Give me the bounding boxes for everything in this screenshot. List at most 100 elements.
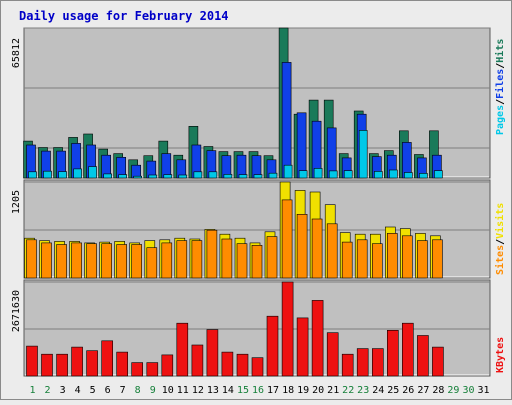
- panel-sites-legend-part: Visits: [494, 203, 506, 239]
- bar-hits-pages-day-5: [88, 166, 97, 179]
- bar-hits-pages-day-3: [58, 171, 67, 179]
- x-tick-label-day-30: 30: [462, 385, 474, 396]
- bar-kbytes-kbytes-day-2: [41, 353, 53, 377]
- x-tick-label-day-3: 3: [60, 385, 66, 396]
- bar-sites-sites-day-12: [191, 240, 203, 279]
- x-tick-label-day-21: 21: [327, 385, 339, 396]
- panel-kbytes-ymax-label: 2671630: [11, 290, 22, 332]
- panel-hits-legend-part: Pages: [495, 105, 506, 135]
- x-tick-label-day-9: 9: [150, 385, 156, 396]
- bar-kbytes-kbytes-day-1: [26, 345, 38, 377]
- bar-sites-sites-day-11: [176, 240, 188, 279]
- bar-kbytes-kbytes-day-26: [401, 322, 414, 377]
- bar-sites-sites-day-2: [41, 242, 52, 279]
- bar-hits-files-day-18: [281, 62, 292, 179]
- x-tick-label-day-16: 16: [252, 385, 264, 396]
- bar-sites-sites-day-5: [86, 243, 97, 279]
- x-tick-label-day-18: 18: [282, 385, 294, 396]
- bar-sites-sites-day-16: [251, 245, 263, 279]
- x-tick-label-day-7: 7: [120, 385, 126, 396]
- bar-hits-pages-day-1: [28, 171, 37, 179]
- bar-kbytes-kbytes-day-7: [116, 351, 128, 377]
- x-tick-label-day-31: 31: [477, 385, 489, 396]
- bar-sites-sites-day-9: [146, 247, 158, 279]
- x-tick-label-day-8: 8: [135, 385, 141, 396]
- x-tick-label-day-2: 2: [44, 385, 50, 396]
- x-tick-label-day-26: 26: [402, 385, 414, 396]
- bar-hits-pages-day-27: [419, 173, 428, 179]
- bar-hits-pages-day-26: [403, 172, 413, 179]
- bar-kbytes-kbytes-day-20: [311, 300, 324, 377]
- panel-kbytes: 2671630 KBytes: [11, 279, 506, 377]
- bar-sites-sites-day-23: [356, 239, 368, 279]
- bar-kbytes-kbytes-day-17: [266, 315, 279, 377]
- bar-sites-sites-day-7: [116, 244, 127, 279]
- bar-sites-sites-day-3: [56, 244, 67, 279]
- bar-hits-files-day-21: [326, 127, 337, 179]
- x-tick-label-day-6: 6: [105, 385, 111, 396]
- x-tick-label-day-17: 17: [267, 385, 279, 396]
- bar-kbytes-kbytes-day-11: [176, 322, 189, 377]
- bar-hits-pages-day-6: [103, 173, 112, 179]
- bar-hits-pages-day-12: [193, 171, 203, 179]
- x-tick-label-day-14: 14: [222, 385, 234, 396]
- bar-hits-pages-day-28: [434, 170, 443, 179]
- panel-sites-legend-part: Sites: [494, 245, 506, 275]
- bar-hits-pages-day-13: [208, 171, 218, 179]
- bar-sites-sites-day-28: [432, 239, 443, 279]
- bar-hits-pages-day-15: [238, 174, 248, 179]
- bar-sites-sites-day-14: [221, 238, 233, 279]
- bar-sites-sites-day-8: [131, 244, 142, 279]
- bar-sites-sites-day-26: [401, 235, 413, 279]
- bar-hits-pages-day-4: [73, 168, 82, 179]
- bar-hits-pages-day-17: [268, 172, 278, 179]
- bar-sites-sites-day-4: [71, 242, 82, 279]
- bar-hits-pages-day-16: [253, 174, 263, 179]
- bar-kbytes-kbytes-day-8: [131, 362, 143, 377]
- bar-hits-pages-day-25: [388, 169, 398, 179]
- x-tick-label-day-15: 15: [237, 385, 249, 396]
- bar-kbytes-kbytes-day-23: [356, 348, 369, 377]
- x-tick-label-day-29: 29: [447, 385, 459, 396]
- panel-sites-legend: Sites/Visits: [494, 203, 506, 275]
- bar-kbytes-kbytes-day-10: [161, 354, 174, 377]
- x-tick-label-day-25: 25: [387, 385, 399, 396]
- bar-sites-sites-day-20: [311, 218, 323, 279]
- x-tick-label-day-12: 12: [192, 385, 204, 396]
- bar-hits-pages-day-24: [373, 171, 383, 179]
- bar-hits-pages-day-18: [283, 164, 293, 179]
- bar-kbytes-kbytes-day-9: [146, 362, 159, 377]
- x-tick-label-day-28: 28: [432, 385, 444, 396]
- x-tick-label-day-27: 27: [417, 385, 429, 396]
- bar-kbytes-kbytes-day-6: [101, 340, 113, 377]
- x-tick-label-day-24: 24: [372, 385, 384, 396]
- x-tick-label-day-22: 22: [342, 385, 354, 396]
- panel-hits-ymax-label: 65812: [11, 38, 22, 68]
- bar-kbytes-kbytes-day-18: [281, 281, 294, 377]
- bar-sites-sites-day-10: [161, 242, 173, 279]
- panel-hits-legend-part: /: [495, 63, 506, 69]
- bar-sites-sites-day-15: [236, 243, 248, 279]
- bar-hits-pages-day-10: [163, 174, 173, 179]
- panel-kbytes-legend-part: KBytes: [495, 337, 506, 373]
- bar-kbytes-kbytes-day-14: [221, 351, 234, 377]
- panel-kbytes-legend: KBytes: [495, 337, 506, 373]
- bar-kbytes-kbytes-day-28: [432, 346, 444, 377]
- bar-hits-files-day-19: [296, 112, 307, 179]
- bar-hits-pages-day-8: [133, 175, 142, 179]
- x-tick-label-day-1: 1: [29, 385, 35, 396]
- bar-sites-sites-day-19: [296, 214, 308, 279]
- bar-sites-sites-day-18: [281, 199, 293, 279]
- bar-hits-pages-day-19: [298, 170, 308, 179]
- bar-kbytes-kbytes-day-13: [206, 329, 219, 377]
- bar-kbytes-kbytes-day-15: [236, 353, 249, 377]
- chart-panels: 65812Pages/Files/Hits1205Sites/Visits267…: [11, 27, 506, 377]
- bar-sites-sites-day-1: [26, 239, 37, 279]
- x-tick-label-day-20: 20: [312, 385, 324, 396]
- bar-kbytes-kbytes-day-25: [386, 329, 399, 377]
- bar-kbytes-kbytes-day-27: [417, 335, 429, 377]
- bar-sites-sites-day-17: [266, 236, 278, 279]
- x-tick-label-day-5: 5: [90, 385, 96, 396]
